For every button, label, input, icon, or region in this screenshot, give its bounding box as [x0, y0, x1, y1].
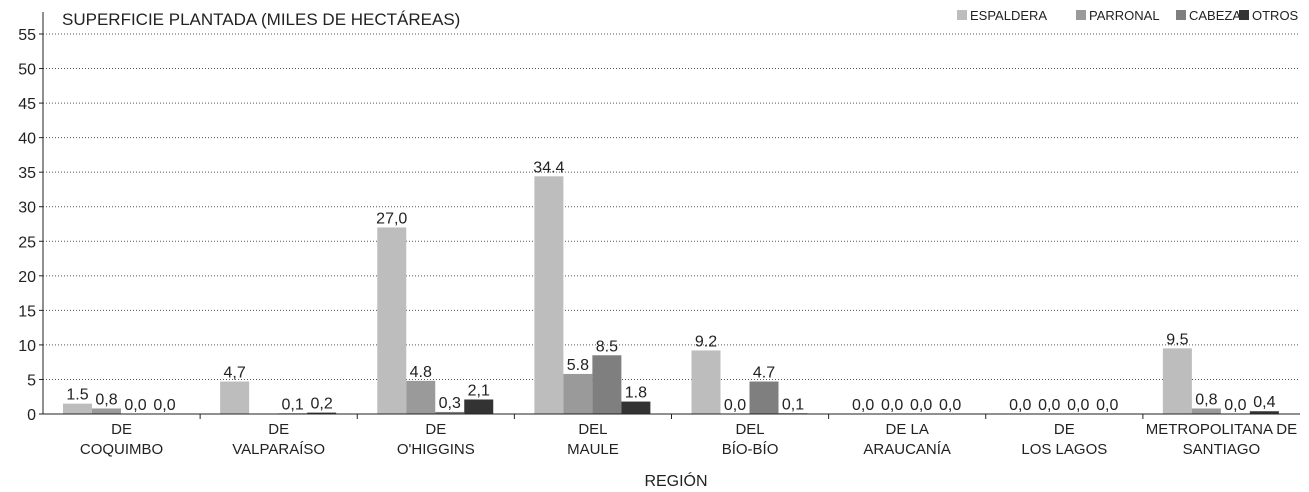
legend-label: CABEZA	[1189, 8, 1241, 23]
bar-espaldera	[534, 176, 564, 414]
data-label: 0,0	[1038, 397, 1060, 414]
data-label: 0,4	[1253, 394, 1275, 411]
bar-espaldera	[691, 350, 721, 414]
data-label: 1.5	[66, 387, 88, 404]
data-label: 4.8	[410, 364, 432, 381]
bar-parronal	[563, 373, 593, 414]
category-label: VALPARAÍSO	[232, 441, 325, 458]
data-label: 9.5	[1166, 331, 1188, 348]
bar-otros	[621, 401, 651, 414]
category-label: MAULE	[567, 441, 619, 458]
data-label: 5.8	[567, 357, 589, 374]
bar-parronal	[406, 380, 436, 414]
data-label: 0,0	[881, 397, 903, 414]
data-label: 0,2	[311, 396, 333, 413]
category-label: COQUIMBO	[80, 441, 163, 458]
data-label: 0,0	[124, 397, 146, 414]
category-label: BÍO-BÍO	[722, 441, 779, 458]
category-label: DE	[425, 421, 446, 438]
data-label: 0,1	[782, 396, 804, 413]
data-label: 0,0	[939, 397, 961, 414]
y-tick-label: 40	[18, 131, 36, 148]
y-tick-label: 35	[18, 165, 36, 182]
legend-label: PARRONAL	[1089, 8, 1160, 23]
category-label: O'HIGGINS	[397, 441, 475, 458]
data-label: 0,0	[1067, 397, 1089, 414]
data-label: 4.7	[753, 365, 775, 382]
y-tick-label: 10	[18, 338, 36, 355]
data-label: 0,3	[439, 395, 461, 412]
x-axis-title: REGIÓN	[644, 471, 707, 490]
data-labels: 1.5 0,8 0,0 0,0 4,7 0,1 0,2 27,0 4.8 0,3 2,1 34.4 5.…	[66, 159, 1275, 414]
bar-parronal	[92, 408, 121, 414]
y-tick-label: 50	[18, 62, 36, 79]
chart-title: SUPERFICIE PLANTADA (MILES DE HECTÁREAS)	[62, 10, 460, 29]
bar-cabeza	[749, 381, 779, 414]
y-tick-label: 25	[18, 234, 36, 251]
y-tick-label: 30	[18, 200, 36, 217]
data-label: 27,0	[376, 210, 407, 227]
category-label: METROPOLITANA DE	[1146, 421, 1297, 438]
bar-parronal	[1191, 408, 1221, 414]
bars	[63, 176, 1279, 414]
category-label: DEL	[578, 421, 607, 438]
data-label: 0,0	[852, 397, 874, 414]
data-label: 0,0	[1009, 397, 1031, 414]
category-label: DE	[111, 421, 132, 438]
category-label: ARAUCANÍA	[863, 441, 951, 458]
y-tick-label: 0	[27, 407, 36, 424]
axes: 0 5 10 15 20 25 30 35 40 45 50 55 DE COQUIMBO DE VALPAR…	[18, 12, 1300, 458]
bar-espaldera	[1162, 348, 1192, 414]
data-label: 34.4	[533, 159, 564, 176]
legend-swatch	[957, 10, 967, 20]
legend-swatch	[1076, 10, 1086, 20]
data-label: 8.5	[596, 338, 618, 355]
bar-otros	[464, 399, 494, 414]
category-label: DE	[268, 421, 289, 438]
data-label: 9.2	[695, 333, 717, 350]
data-label: 0,0	[910, 397, 932, 414]
data-label: 1.8	[625, 385, 647, 402]
gridlines	[43, 33, 1300, 380]
y-tick-label: 5	[27, 372, 36, 389]
legend: ESPALDERA PARRONAL CABEZA OTROS	[957, 8, 1299, 23]
y-tick-label: 20	[18, 269, 36, 286]
bar-espaldera	[220, 381, 250, 414]
data-label: 0,8	[1195, 391, 1217, 408]
data-label: 0,8	[95, 391, 117, 408]
legend-label: OTROS	[1252, 8, 1299, 23]
category-label: DE	[1054, 421, 1075, 438]
y-tick-label: 55	[18, 27, 36, 44]
data-label: 0,1	[282, 396, 304, 413]
data-label: 0,0	[1224, 397, 1246, 414]
bar-cabeza	[435, 411, 465, 414]
y-tick-label: 15	[18, 303, 36, 320]
category-label: DE LA	[886, 421, 929, 438]
data-label: 2,1	[468, 382, 490, 399]
category-label: SANTIAGO	[1183, 441, 1261, 458]
data-label: 0,0	[153, 397, 175, 414]
bar-otros	[1249, 411, 1279, 414]
y-tick-label: 45	[18, 96, 36, 113]
bar-otros	[307, 412, 337, 414]
legend-label: ESPALDERA	[970, 8, 1047, 23]
bar-cabeza	[592, 355, 622, 414]
category-label: DEL	[735, 421, 764, 438]
bar-espaldera	[63, 403, 92, 414]
data-label: 0,0	[724, 397, 746, 414]
data-label: 4,7	[224, 365, 246, 382]
data-label: 0,0	[1096, 397, 1118, 414]
legend-swatch	[1176, 10, 1186, 20]
legend-swatch	[1239, 10, 1249, 20]
bar-espaldera	[377, 227, 407, 414]
category-label: LOS LAGOS	[1021, 441, 1107, 458]
